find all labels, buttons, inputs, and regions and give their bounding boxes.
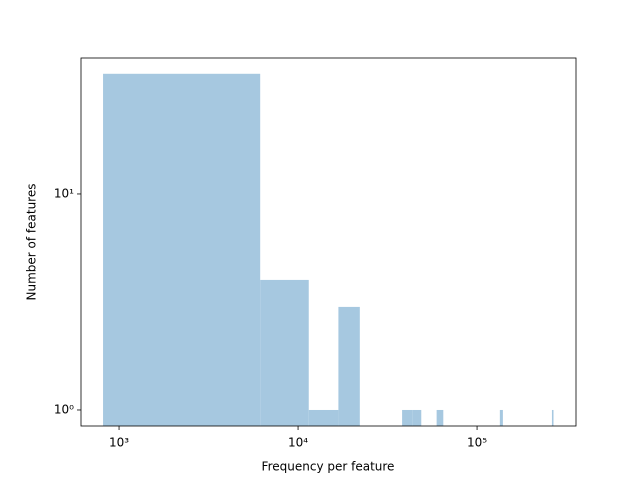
bar [436,409,444,426]
bar [412,409,422,426]
x-tick-label: 10⁴ [288,436,308,450]
y-tick-label: 10¹ [54,186,74,200]
x-tick-label: 10³ [109,436,129,450]
bar [402,409,413,426]
plot-frame [80,57,577,427]
y-tick-label: 10⁰ [54,402,74,416]
bar [551,409,554,426]
bar [308,409,339,426]
bar [103,73,261,426]
bar [260,279,309,426]
x-tick-label: 10⁵ [467,436,487,450]
y-axis-label: Number of features [25,184,39,301]
bar [499,409,503,426]
bar [338,306,360,426]
x-axis-label: Frequency per feature [262,460,395,474]
